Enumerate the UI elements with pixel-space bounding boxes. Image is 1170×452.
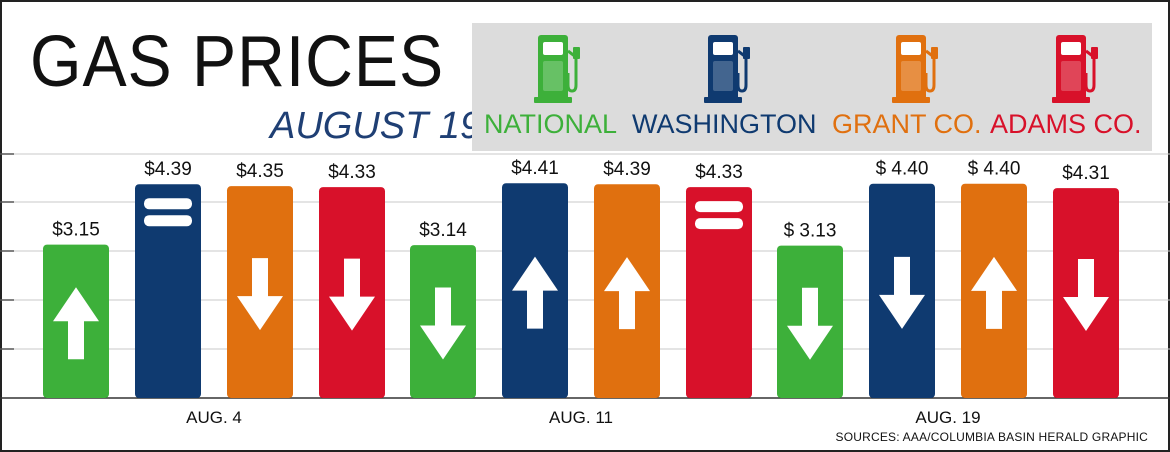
arrow-down-icon [1063, 259, 1109, 332]
x-tick-label: AUG. 4 [186, 408, 242, 427]
arrow-down-icon [879, 256, 925, 329]
bar-value-label: $4.35 [236, 161, 284, 182]
equal-icon [695, 201, 743, 213]
bar-value-label: $4.33 [695, 162, 743, 183]
bar-chart: $3.15 $4.39 $4.35 $4.33 AUG. 4 $3.14 $4.41 $4.3… [0, 153, 1170, 427]
legend-label-grant: GRANT CO. [832, 109, 982, 139]
bar-value-label: $4.39 [144, 159, 192, 180]
gas-pump-icon [1052, 35, 1098, 103]
legend-item-washington: WASHINGTON [632, 23, 822, 151]
bar-group [869, 183, 935, 398]
bar-value-label: $4.41 [511, 158, 559, 179]
bar-group [961, 183, 1027, 398]
arrow-up-icon [971, 256, 1017, 329]
bar-value-label: $4.39 [603, 159, 651, 180]
arrow-up-icon [53, 287, 99, 360]
source-note: SOURCES: AAA/COLUMBIA BASIN HERALD GRAPH… [835, 430, 1148, 444]
arrow-up-icon [512, 256, 558, 329]
bar-group [594, 184, 660, 398]
legend-item-adams: ADAMS CO. [990, 23, 1150, 151]
gas-pump-icon [704, 35, 750, 103]
bar-value-label: $3.15 [52, 220, 100, 241]
bar-value-label: $4.33 [328, 162, 376, 183]
bar-group [502, 183, 568, 398]
x-tick-label: AUG. 19 [915, 408, 980, 427]
bar [135, 184, 201, 398]
bar-group [1053, 188, 1119, 398]
bar-group [777, 245, 843, 398]
gas-pump-icon [534, 35, 580, 103]
gas-pump-icon [892, 35, 938, 103]
arrow-down-icon [420, 287, 466, 360]
bar-value-label: $ 3.13 [784, 221, 837, 242]
bar [686, 187, 752, 398]
bar-value-label: $4.31 [1062, 163, 1110, 184]
legend-item-grant: GRANT CO. [832, 23, 992, 151]
legend-label-washington: WASHINGTON [632, 109, 817, 139]
bar-group [410, 245, 476, 398]
equal-icon [695, 218, 743, 230]
equal-icon [144, 215, 192, 227]
x-tick-label: AUG. 11 [549, 408, 613, 427]
bar-value-label: $3.14 [419, 220, 467, 241]
bar-group [686, 187, 752, 398]
legend: NATIONAL WASHINGTON GRANT CO. ADAMS CO. [472, 23, 1152, 151]
bar-value-label: $ 4.40 [876, 159, 929, 180]
bar-group [227, 186, 293, 398]
page-subtitle: AUGUST 19 [270, 105, 482, 147]
legend-label-adams: ADAMS CO. [990, 109, 1142, 139]
arrow-up-icon [604, 257, 650, 330]
bar-group [43, 244, 109, 398]
page-title: GAS PRICES [30, 22, 445, 102]
arrow-down-icon [329, 258, 375, 331]
bar-group [135, 184, 201, 398]
arrow-down-icon [237, 258, 283, 331]
legend-item-national: NATIONAL [480, 23, 630, 151]
arrow-down-icon [787, 287, 833, 360]
bar-group [319, 187, 385, 398]
equal-icon [144, 198, 192, 210]
bar-value-label: $ 4.40 [968, 159, 1021, 180]
legend-label-national: NATIONAL [484, 109, 618, 139]
